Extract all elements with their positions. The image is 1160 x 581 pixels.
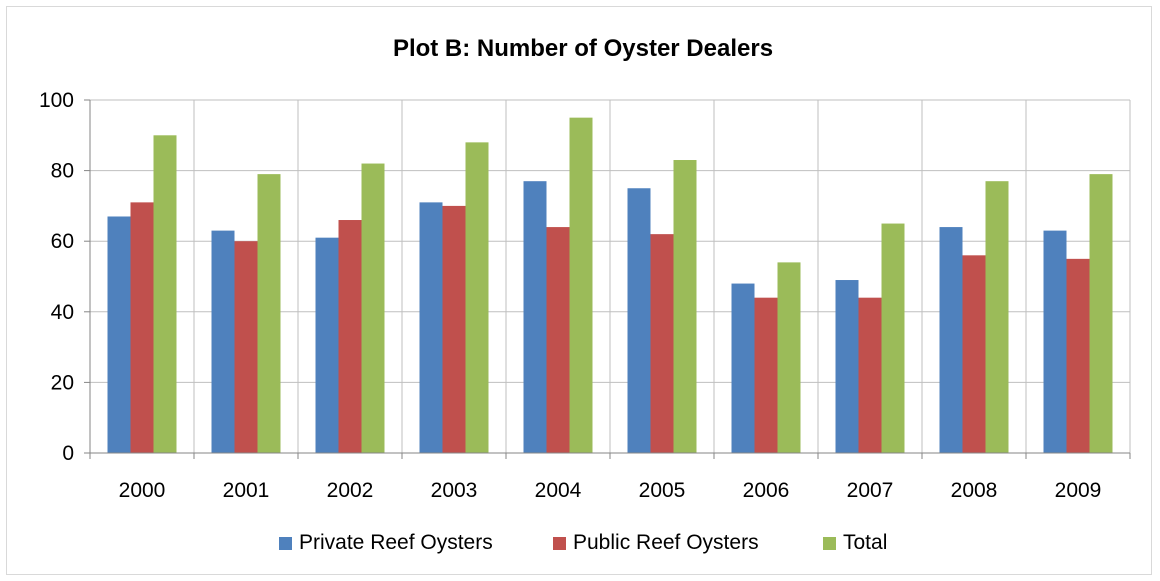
x-tick-label: 2001 <box>223 479 270 502</box>
legend-label: Public Reef Oysters <box>573 531 759 554</box>
bar-public-reef-oysters-2001 <box>234 241 258 453</box>
x-tick-label: 2002 <box>327 479 374 502</box>
bar-private-reef-oysters-2001 <box>211 230 235 453</box>
bar-private-reef-oysters-2003 <box>419 202 443 453</box>
y-tick-label: 40 <box>51 301 74 324</box>
y-tick-label: 100 <box>39 89 74 112</box>
bar-private-reef-oysters-2004 <box>523 181 547 453</box>
bar-public-reef-oysters-2006 <box>754 297 778 453</box>
x-tick-label: 2007 <box>847 479 894 502</box>
x-tick-label: 2006 <box>743 479 790 502</box>
legend-swatch <box>553 537 566 550</box>
legend-label: Private Reef Oysters <box>299 531 493 554</box>
bar-total-2001 <box>257 174 281 453</box>
bar-public-reef-oysters-2000 <box>130 202 154 453</box>
bar-private-reef-oysters-2007 <box>835 280 859 453</box>
bar-public-reef-oysters-2002 <box>338 220 362 453</box>
bar-total-2003 <box>465 142 489 454</box>
x-tick-labels: 2000 2001 2002 2003 2004 2005 2006 2007 2008 2009 <box>119 479 1102 502</box>
bar-public-reef-oysters-2008 <box>962 255 986 453</box>
x-tick-label: 2004 <box>535 479 582 502</box>
bar-private-reef-oysters-2000 <box>107 216 131 453</box>
y-tick-label: 80 <box>51 160 74 183</box>
legend-swatch <box>823 537 836 550</box>
bar-total-2006 <box>777 262 801 453</box>
bar-total-2000 <box>153 135 177 454</box>
x-tick-label: 2008 <box>951 479 998 502</box>
bar-private-reef-oysters-2009 <box>1043 230 1067 453</box>
x-tick-label: 2003 <box>431 479 478 502</box>
y-tick-label: 0 <box>62 442 74 465</box>
bar-total-2009 <box>1089 174 1113 453</box>
bar-total-2007 <box>881 223 905 453</box>
legend-swatch <box>279 537 292 550</box>
bar-total-2005 <box>673 160 697 453</box>
x-tick-label: 2000 <box>119 479 166 502</box>
bar-public-reef-oysters-2005 <box>650 234 674 453</box>
bar-total-2002 <box>361 163 385 454</box>
bar-public-reef-oysters-2009 <box>1066 258 1090 453</box>
bar-public-reef-oysters-2003 <box>442 205 466 453</box>
bar-total-2008 <box>985 181 1009 453</box>
legend-label: Total <box>843 531 887 554</box>
y-tick-labels: 0 20 40 60 80 100 <box>39 89 74 465</box>
bar-private-reef-oysters-2005 <box>627 188 651 453</box>
bar-public-reef-oysters-2004 <box>546 227 570 453</box>
x-tick-label: 2009 <box>1055 479 1102 502</box>
chart-title: Plot B: Number of Oyster Dealers <box>393 35 773 62</box>
bars-group <box>107 117 1113 454</box>
x-tick-label: 2005 <box>639 479 686 502</box>
bar-private-reef-oysters-2008 <box>939 227 963 453</box>
legend: Private Reef Oysters Public Reef Oysters T… <box>279 531 887 554</box>
bar-public-reef-oysters-2007 <box>858 297 882 453</box>
bar-total-2004 <box>569 117 593 454</box>
y-tick-label: 60 <box>51 230 74 253</box>
y-tick-label: 20 <box>51 371 74 394</box>
bar-private-reef-oysters-2002 <box>315 237 339 453</box>
bar-private-reef-oysters-2006 <box>731 283 755 453</box>
axes <box>84 99 1131 459</box>
